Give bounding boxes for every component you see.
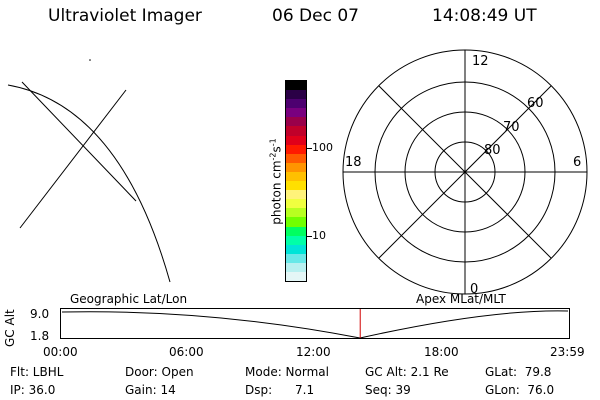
colorbar-swatch (286, 235, 306, 245)
polar-label-6: 6 (573, 155, 581, 170)
colorbar-swatch (286, 217, 306, 227)
colorbar-swatch (286, 126, 306, 136)
colorbar-swatch (286, 271, 306, 282)
altitude-curve (61, 310, 569, 339)
colorbar-swatch (286, 108, 306, 118)
info-mode: Mode: Normal (245, 365, 329, 379)
colorbar-swatch (286, 253, 306, 263)
observation-time: 14:08:49 UT (432, 6, 537, 26)
info-gc-alt: GC Alt: 2.1 Re (365, 365, 449, 379)
info-glon: GLon: 76.0 (485, 383, 555, 397)
map-longitude-line (19, 89, 127, 229)
colorbar-swatch (286, 226, 306, 236)
polar-label-12: 12 (472, 54, 489, 69)
polar-ring-label-80: 80 (484, 143, 501, 158)
polar-ring-label-70: 70 (503, 120, 520, 135)
info-dsp: Dsp: 7.1 (245, 383, 315, 397)
timeline-xtick-1: 06:00 (169, 345, 204, 359)
colorbar-tick-10: 10 (306, 229, 326, 242)
colorbar-units-label: photon cm-2s-1 (268, 138, 284, 225)
colorbar-swatch (286, 190, 306, 200)
polar-mlt-plot: 12 0 18 6 80 70 60 (342, 49, 588, 295)
colorbar-swatch (286, 153, 306, 163)
info-gain: Gain: 14 (125, 383, 176, 397)
colorbar-swatch (286, 199, 306, 209)
colorbar-swatch (286, 162, 306, 172)
info-seq: Seq: 39 (365, 383, 411, 397)
colorbar-tick-100: 100 (306, 141, 333, 154)
polar-label-0: 0 (470, 282, 478, 295)
timeline-ytick-bottom: 1.8 (30, 329, 50, 343)
timeline-xtick-3: 18:00 (424, 345, 459, 359)
timeline-xtick-0: 00:00 (43, 345, 78, 359)
info-ip: IP: 36.0 (10, 383, 56, 397)
colorbar-swatch (286, 135, 306, 145)
map-longitude-line (21, 81, 137, 202)
polar-ring-label-60: 60 (527, 96, 544, 111)
timeline-xtick-2: 12:00 (296, 345, 331, 359)
map-dot (89, 59, 91, 61)
colorbar-swatch (286, 171, 306, 182)
color-scale-bar (285, 80, 307, 282)
colorbar-swatch (286, 262, 306, 272)
colorbar-swatch (286, 117, 306, 127)
colorbar-swatch (286, 81, 306, 91)
polar-label-18: 18 (345, 155, 362, 170)
timeline-ytick-top: 9.0 (30, 307, 50, 321)
timeline-right-caption: Apex MLat/MLT (416, 292, 506, 306)
timeline-ylabel: GC Alt (3, 309, 17, 347)
colorbar-swatch (286, 99, 306, 109)
colorbar-swatch (286, 90, 306, 100)
timeline-frame (60, 308, 570, 339)
map-latitude-arc (7, 84, 171, 283)
timeline-left-caption: Geographic Lat/Lon (70, 292, 188, 306)
info-glat: GLat: 79.8 (485, 365, 552, 379)
colorbar-swatch (286, 181, 306, 191)
instrument-title: Ultraviolet Imager (48, 6, 202, 26)
polar-diagonal (378, 85, 552, 259)
colorbar-swatch (286, 244, 306, 254)
info-door: Door: Open (125, 365, 194, 379)
info-filter: Flt: LBHL (10, 365, 64, 379)
timeline-xtick-4: 23:59 (550, 345, 585, 359)
colorbar-swatch (286, 208, 306, 218)
altitude-timeline-plot (60, 308, 570, 339)
observation-date: 06 Dec 07 (272, 6, 359, 26)
colorbar-swatch (286, 144, 306, 154)
